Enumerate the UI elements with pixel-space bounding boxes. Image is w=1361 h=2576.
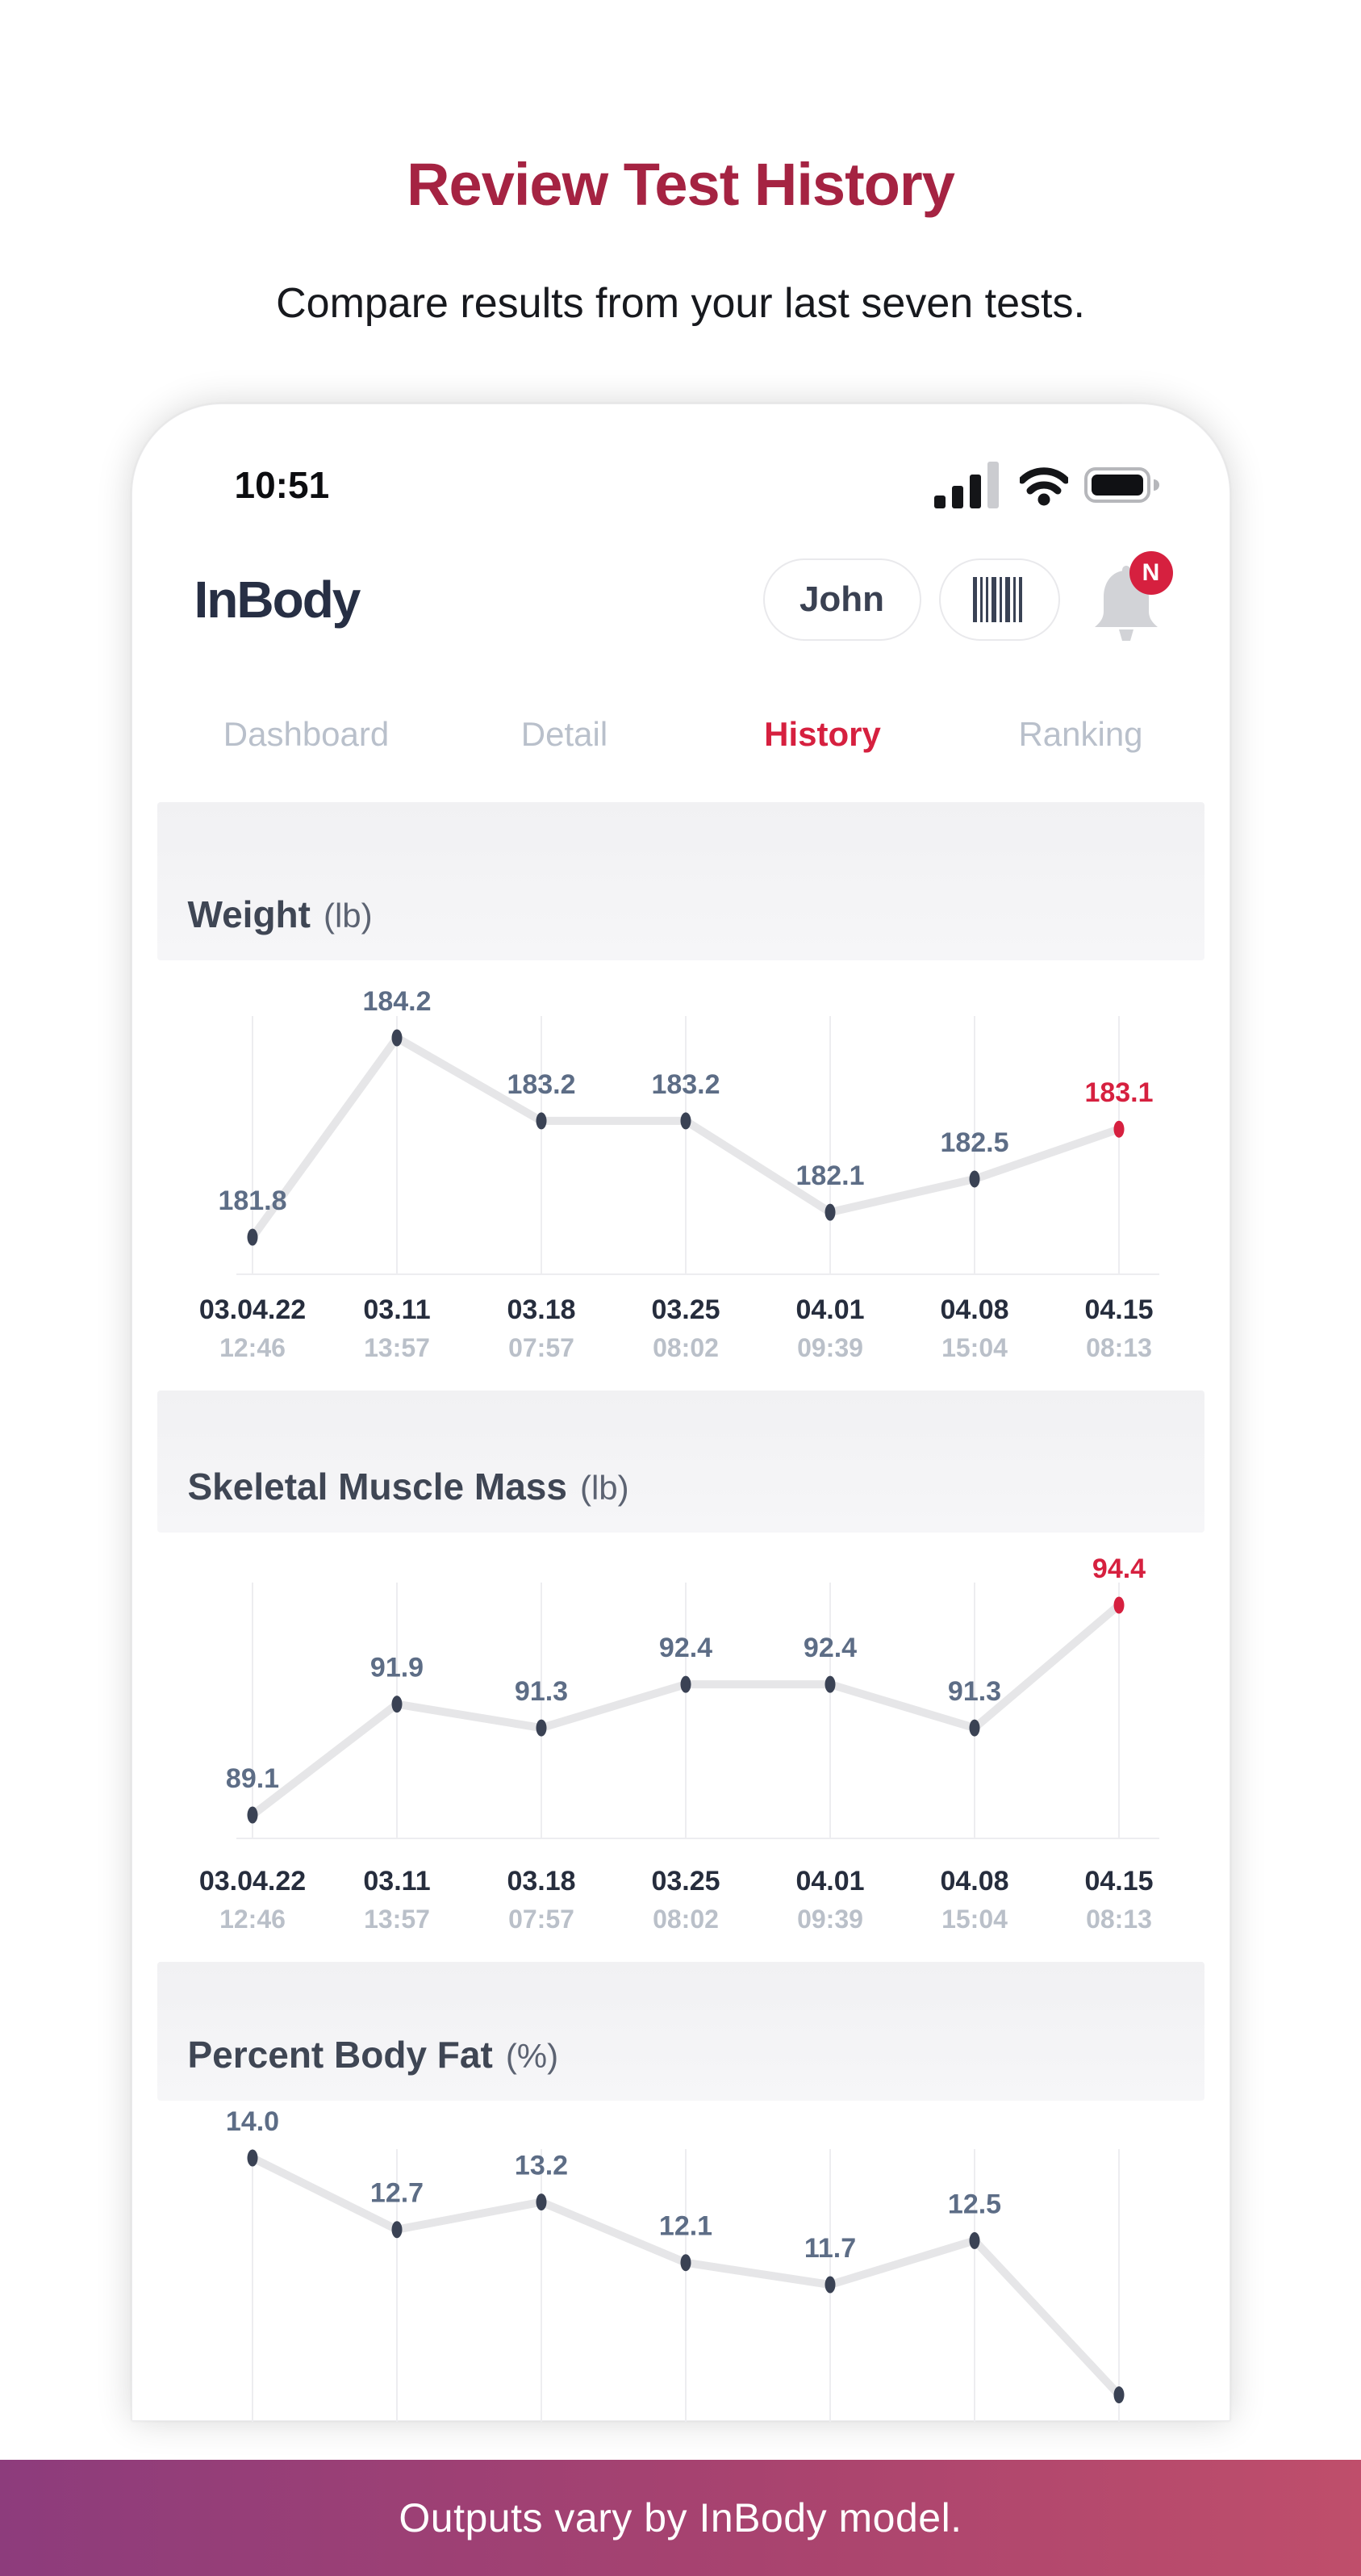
status-icons bbox=[933, 462, 1160, 508]
footer-note: Outputs vary by InBody model. bbox=[399, 2495, 962, 2540]
svg-text:183.2: 183.2 bbox=[651, 1069, 720, 1100]
weight-section-header: Weight (lb) bbox=[157, 802, 1204, 960]
tab-detail[interactable]: Detail bbox=[520, 715, 608, 753]
svg-text:14.0: 14.0 bbox=[225, 2106, 278, 2137]
notification-badge: N bbox=[1129, 551, 1173, 595]
tab-history[interactable]: History bbox=[764, 715, 881, 753]
battery-icon bbox=[1083, 467, 1159, 503]
wifi-icon bbox=[1019, 467, 1068, 506]
svg-text:03.18: 03.18 bbox=[507, 1294, 575, 1325]
app-header: InBody John bbox=[194, 551, 1173, 642]
svg-text:03.11: 03.11 bbox=[363, 1866, 430, 1896]
header-actions: John N bbox=[762, 551, 1173, 642]
svg-text:04.15: 04.15 bbox=[1084, 1294, 1153, 1325]
section-unit: (lb) bbox=[579, 1469, 629, 1507]
status-bar: 10:51 bbox=[235, 462, 1160, 508]
svg-text:15:04: 15:04 bbox=[941, 1905, 1008, 1934]
svg-text:04.08: 04.08 bbox=[940, 1866, 1008, 1896]
svg-text:03.25: 03.25 bbox=[651, 1294, 720, 1325]
svg-text:13:57: 13:57 bbox=[364, 1333, 430, 1362]
profile-label: John bbox=[799, 579, 885, 619]
smm-section-header: Skeletal Muscle Mass (lb) bbox=[157, 1390, 1204, 1533]
svg-text:91.3: 91.3 bbox=[947, 1676, 1000, 1707]
tab-dashboard[interactable]: Dashboard bbox=[223, 715, 390, 753]
tab-ranking[interactable]: Ranking bbox=[1018, 715, 1143, 753]
svg-text:12:46: 12:46 bbox=[219, 1333, 286, 1362]
skeletal-muscle-mass-chart: 89.1 91.9 91.3 92.4 92.4 91.3 94.4 03.04.22 03.1… bbox=[198, 1554, 1159, 1934]
svg-text:04.08: 04.08 bbox=[940, 1294, 1008, 1325]
svg-text:91.9: 91.9 bbox=[369, 1653, 423, 1683]
svg-text:13.2: 13.2 bbox=[514, 2151, 567, 2181]
svg-text:12:46: 12:46 bbox=[219, 1905, 286, 1934]
svg-text:04.01: 04.01 bbox=[795, 1294, 864, 1325]
svg-text:08:13: 08:13 bbox=[1086, 1333, 1152, 1362]
footer-banner: Outputs vary by InBody model. bbox=[0, 2460, 1361, 2576]
pbf-section-header: Percent Body Fat (%) bbox=[157, 1962, 1204, 2101]
svg-text:12.1: 12.1 bbox=[658, 2211, 712, 2242]
profile-button[interactable]: John bbox=[762, 558, 921, 641]
svg-text:04.15: 04.15 bbox=[1084, 1866, 1153, 1896]
svg-text:12.5: 12.5 bbox=[947, 2189, 1000, 2219]
svg-text:03.18: 03.18 bbox=[507, 1866, 575, 1896]
svg-text:92.4: 92.4 bbox=[658, 1633, 712, 1663]
barcode-button[interactable] bbox=[938, 558, 1060, 641]
percent-body-fat-chart: 14.0 12.7 13.2 12.1 11.7 12.5 bbox=[225, 2106, 1124, 2422]
svg-text:09:39: 09:39 bbox=[797, 1905, 863, 1934]
svg-text:11.7: 11.7 bbox=[804, 2233, 855, 2264]
page-subtitle: Compare results from your last seven tes… bbox=[276, 280, 1085, 327]
svg-text:03.25: 03.25 bbox=[651, 1866, 720, 1896]
svg-text:08:02: 08:02 bbox=[653, 1333, 719, 1362]
svg-text:08:02: 08:02 bbox=[653, 1905, 719, 1934]
svg-text:03.04.22: 03.04.22 bbox=[198, 1866, 305, 1896]
weight-chart: 181.8 184.2 183.2 183.2 182.1 182.5 183.1 03.04… bbox=[198, 986, 1159, 1362]
section-title: Percent Body Fat bbox=[187, 2034, 493, 2076]
svg-text:04.01: 04.01 bbox=[795, 1866, 864, 1896]
svg-text:07:57: 07:57 bbox=[508, 1905, 574, 1934]
svg-text:07:57: 07:57 bbox=[508, 1333, 574, 1362]
svg-text:181.8: 181.8 bbox=[218, 1186, 286, 1216]
section-unit: (%) bbox=[505, 2037, 559, 2075]
svg-text:183.1: 183.1 bbox=[1084, 1077, 1153, 1108]
svg-text:182.1: 182.1 bbox=[795, 1160, 864, 1191]
status-time: 10:51 bbox=[234, 464, 330, 506]
section-title: Weight bbox=[187, 893, 311, 935]
svg-text:08:13: 08:13 bbox=[1086, 1905, 1152, 1934]
notification-button[interactable]: N bbox=[1091, 551, 1173, 642]
svg-text:03.11: 03.11 bbox=[363, 1294, 430, 1325]
svg-text:94.4: 94.4 bbox=[1092, 1554, 1145, 1584]
svg-text:89.1: 89.1 bbox=[225, 1763, 278, 1794]
barcode-icon bbox=[972, 577, 1022, 622]
svg-text:13:57: 13:57 bbox=[364, 1905, 430, 1934]
svg-text:03.04.22: 03.04.22 bbox=[198, 1294, 305, 1325]
svg-text:09:39: 09:39 bbox=[797, 1333, 863, 1362]
section-title: Skeletal Muscle Mass bbox=[187, 1466, 567, 1508]
tab-bar: Dashboard Detail History Ranking bbox=[177, 698, 1210, 771]
svg-text:91.3: 91.3 bbox=[514, 1676, 567, 1707]
svg-text:182.5: 182.5 bbox=[940, 1127, 1008, 1158]
phone-mockup: 10:51 InBody John bbox=[131, 404, 1230, 2422]
svg-text:15:04: 15:04 bbox=[941, 1333, 1008, 1362]
svg-text:184.2: 184.2 bbox=[362, 986, 431, 1017]
svg-text:12.7: 12.7 bbox=[369, 2178, 423, 2209]
section-unit: (lb) bbox=[323, 897, 373, 935]
svg-text:183.2: 183.2 bbox=[507, 1069, 575, 1100]
page-title: Review Test History bbox=[407, 151, 955, 218]
inbody-logo: InBody bbox=[194, 571, 361, 629]
svg-text:92.4: 92.4 bbox=[803, 1633, 856, 1663]
signal-icon bbox=[933, 462, 999, 508]
